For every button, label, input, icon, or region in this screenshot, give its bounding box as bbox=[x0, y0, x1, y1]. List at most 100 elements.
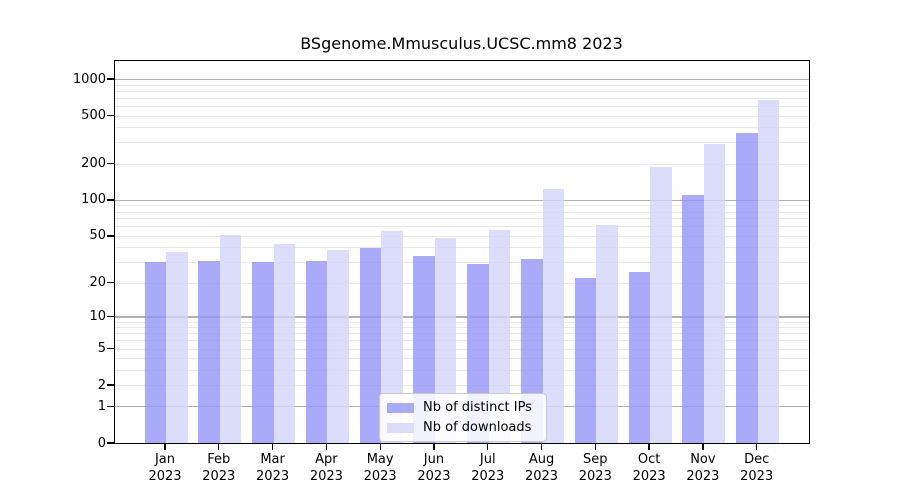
y-tick-label: 5 bbox=[97, 341, 106, 357]
gridline-minor bbox=[114, 340, 809, 342]
x-tick-month: Sep bbox=[583, 452, 608, 467]
bar-distinct-ips-oct bbox=[628, 271, 651, 443]
bar-distinct-ips-jan bbox=[144, 262, 166, 443]
y-tick-mark bbox=[107, 235, 114, 237]
x-tick-label: Aug 2023 bbox=[510, 452, 574, 485]
grid-layer bbox=[114, 61, 809, 443]
y-tick-mark bbox=[107, 199, 114, 201]
y-tick-mark bbox=[107, 442, 114, 444]
x-tick-label: Nov 2023 bbox=[671, 452, 735, 485]
x-tick-mark bbox=[756, 443, 758, 450]
bars-layer bbox=[115, 61, 810, 443]
bar-downloads-jan bbox=[166, 251, 188, 443]
x-tick-month: Jun bbox=[423, 452, 445, 467]
gridline-minor bbox=[114, 218, 809, 220]
gridline-minor bbox=[114, 226, 809, 228]
y-tick-mark bbox=[107, 384, 114, 386]
x-tick-year: 2023 bbox=[309, 468, 343, 484]
bar-downloads-oct bbox=[650, 166, 672, 443]
x-tick-year: 2023 bbox=[632, 468, 666, 484]
gridline-minor bbox=[114, 163, 809, 165]
gridline-minor bbox=[114, 115, 809, 117]
gridline-major bbox=[114, 78, 809, 81]
y-tick-label: 500 bbox=[81, 108, 106, 123]
x-tick-month: Jan bbox=[154, 452, 176, 467]
gridline-minor bbox=[114, 142, 809, 144]
bar-distinct-ips-dec bbox=[736, 133, 758, 443]
x-tick-label: Jan 2023 bbox=[133, 452, 197, 485]
x-tick-month: Mar bbox=[260, 452, 285, 467]
gridline-minor bbox=[114, 90, 809, 92]
gridline-minor bbox=[114, 358, 809, 360]
x-tick-label: Feb 2023 bbox=[187, 452, 251, 485]
x-tick-year: 2023 bbox=[471, 468, 505, 484]
x-tick-year: 2023 bbox=[417, 468, 451, 484]
y-tick-label: 1000 bbox=[72, 71, 106, 87]
bar-downloads-may bbox=[381, 231, 403, 443]
bar-downloads-feb bbox=[219, 235, 242, 443]
gridline-minor bbox=[114, 247, 809, 249]
x-tick-month: May bbox=[366, 452, 394, 467]
x-tick-year: 2023 bbox=[256, 468, 290, 484]
x-tick-mark bbox=[218, 443, 220, 450]
gridline-minor bbox=[114, 262, 809, 264]
y-tick-label: 50 bbox=[89, 228, 106, 244]
gridline-minor bbox=[114, 369, 809, 371]
legend-label-distinct-ips: Nb of distinct IPs bbox=[423, 400, 532, 415]
x-tick-label: Jun 2023 bbox=[402, 452, 466, 485]
x-tick-month: Dec bbox=[744, 452, 770, 467]
bar-downloads-mar bbox=[273, 243, 296, 443]
chart-title: BSgenome.Mmusculus.UCSC.mm8 2023 bbox=[300, 34, 623, 53]
x-tick-mark bbox=[702, 443, 704, 450]
x-tick-month: Oct bbox=[637, 452, 661, 467]
gridline-minor bbox=[114, 235, 809, 237]
x-tick-mark bbox=[325, 443, 328, 450]
legend-row-downloads: Nb of downloads bbox=[387, 419, 539, 436]
gridline-major bbox=[114, 316, 809, 318]
y-tick-label: 1 bbox=[97, 398, 106, 414]
gridline-minor bbox=[114, 127, 809, 129]
legend: Nb of distinct IPs Nb of downloads bbox=[379, 393, 547, 442]
gridline-minor bbox=[114, 97, 809, 99]
bar-downloads-apr bbox=[327, 250, 349, 443]
x-tick-label: Jul 2023 bbox=[456, 452, 520, 485]
x-tick-label: May 2023 bbox=[348, 452, 412, 485]
bar-downloads-jul bbox=[488, 230, 511, 443]
x-tick-year: 2023 bbox=[740, 468, 774, 484]
gridline-minor bbox=[114, 84, 809, 86]
x-tick-mark bbox=[540, 443, 543, 450]
y-tick-mark bbox=[107, 281, 114, 284]
bar-downloads-nov bbox=[703, 144, 726, 443]
x-tick-mark bbox=[487, 443, 489, 450]
y-tick-mark bbox=[107, 347, 114, 350]
x-tick-year: 2023 bbox=[524, 468, 559, 484]
bar-distinct-ips-nov bbox=[682, 195, 704, 443]
x-tick-mark bbox=[379, 443, 381, 450]
x-tick-year: 2023 bbox=[578, 468, 612, 484]
x-tick-mark bbox=[433, 443, 435, 450]
y-tick-mark bbox=[107, 114, 114, 117]
x-tick-month: Feb bbox=[207, 452, 231, 467]
legend-swatch-distinct-ips-icon bbox=[387, 402, 414, 413]
y-tick-mark bbox=[107, 405, 114, 408]
y-tick-label: 2 bbox=[97, 377, 106, 393]
bar-downloads-jun bbox=[434, 238, 457, 443]
x-tick-year: 2023 bbox=[148, 468, 182, 484]
gridline-minor bbox=[114, 333, 809, 335]
bar-downloads-aug bbox=[542, 188, 565, 443]
y-tick-label: 10 bbox=[89, 309, 106, 325]
gridline-minor bbox=[114, 211, 809, 213]
y-tick-label: 200 bbox=[81, 156, 106, 172]
bar-distinct-ips-feb bbox=[198, 260, 220, 443]
gridline-minor bbox=[114, 348, 809, 350]
x-tick-month: Apr bbox=[315, 452, 338, 467]
x-tick-label: Mar 2023 bbox=[241, 452, 305, 485]
x-tick-mark bbox=[271, 443, 274, 450]
gridline-minor bbox=[114, 105, 809, 107]
x-tick-mark bbox=[648, 443, 650, 450]
x-tick-month: Jul bbox=[479, 452, 496, 467]
legend-swatch-downloads-icon bbox=[387, 422, 414, 433]
y-tick-label: 0 bbox=[97, 435, 106, 451]
y-tick-label: 100 bbox=[81, 192, 106, 208]
